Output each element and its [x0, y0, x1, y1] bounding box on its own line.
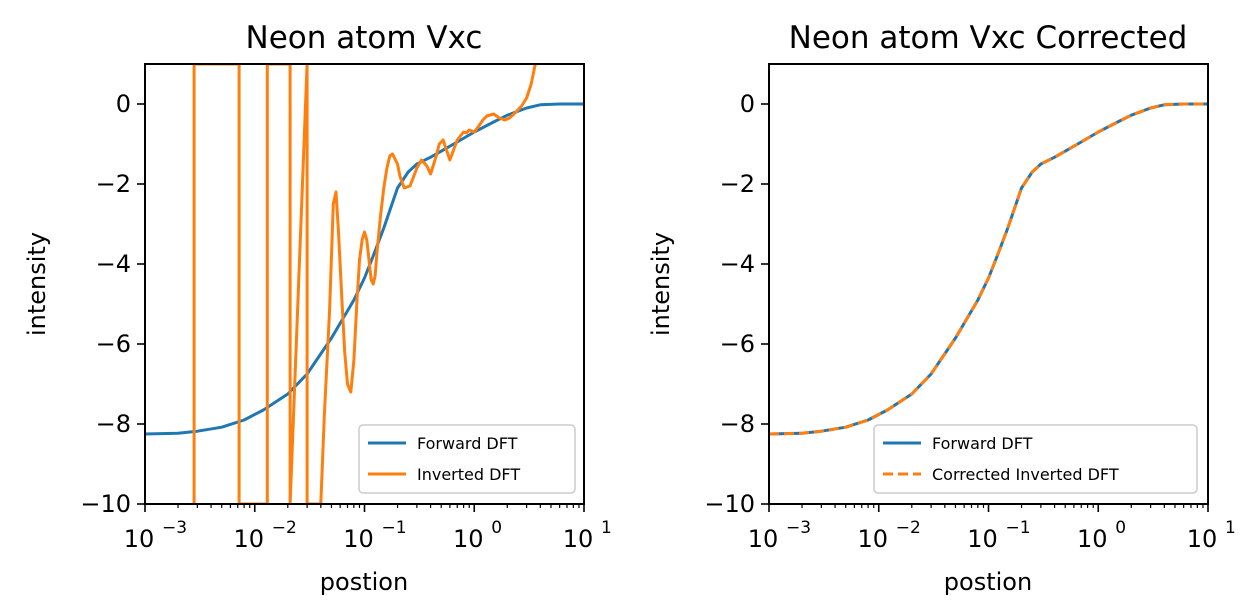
series-group	[145, 64, 584, 504]
legend-box	[358, 424, 576, 494]
x-tick-label: 10	[1077, 525, 1108, 553]
chart-panel-vxc-corrected: Neon atom Vxc Corrected postion intensit…	[647, 20, 1236, 596]
x-tick-exponent: 1	[1225, 518, 1236, 538]
legend: Forward DFT Inverted DFT	[358, 424, 576, 494]
y-tick-label: −4	[720, 250, 755, 278]
series-line-2	[769, 102, 1208, 436]
x-tick-label: 10	[748, 525, 779, 553]
x-tick-exponent: 0	[1115, 518, 1126, 538]
y-tick-label: −8	[720, 410, 755, 438]
chart-title: Neon atom Vxc	[246, 20, 483, 56]
x-axis-label: postion	[320, 568, 408, 596]
legend-label-1: Forward DFT	[417, 434, 518, 453]
y-tick-label: −2	[96, 170, 131, 198]
x-axis-label: postion	[944, 568, 1032, 596]
series-line-1	[145, 102, 584, 436]
y-axis-label: intensity	[647, 232, 675, 336]
series-group	[769, 102, 1208, 436]
x-tick-label: 10	[233, 525, 264, 553]
x-tick-label: 10	[563, 525, 594, 553]
legend-box	[873, 424, 1198, 494]
y-tick-label: −2	[720, 170, 755, 198]
chart-panel-vxc: Neon atom Vxc postion intensity 10 −3 10 −2…	[23, 20, 612, 596]
x-tick-exponent: −2	[896, 518, 921, 538]
legend-label-1: Forward DFT	[932, 434, 1033, 453]
y-tick-label: −8	[96, 410, 131, 438]
x-tick-exponent: 1	[601, 518, 612, 538]
y-tick-label: −6	[96, 330, 131, 358]
x-tick-exponent: −3	[786, 518, 811, 538]
y-tick-label: −4	[96, 250, 131, 278]
legend-label-2: Inverted DFT	[417, 465, 520, 484]
y-axis-label: intensity	[23, 232, 51, 336]
legend: Forward DFT Corrected Inverted DFT	[873, 424, 1198, 494]
series-line-2	[192, 64, 537, 504]
y-tick-label: 0	[116, 90, 131, 118]
x-tick-label: 10	[1187, 525, 1218, 553]
x-tick-label: 10	[124, 525, 155, 553]
y-tick-label: −6	[720, 330, 755, 358]
x-tick-exponent: −1	[1006, 518, 1031, 538]
x-tick-label: 10	[857, 525, 888, 553]
y-tick-label: −10	[704, 490, 755, 518]
legend-label-2: Corrected Inverted DFT	[932, 465, 1119, 484]
x-tick-exponent: 0	[491, 518, 502, 538]
y-tick-label: 0	[740, 90, 755, 118]
series-line-1	[769, 102, 1208, 436]
x-tick-label: 10	[967, 525, 998, 553]
chart-title: Neon atom Vxc Corrected	[789, 20, 1188, 56]
x-tick-label: 10	[343, 525, 374, 553]
y-tick-label: −10	[80, 490, 131, 518]
x-tick-exponent: −3	[162, 518, 187, 538]
x-tick-exponent: −1	[382, 518, 407, 538]
x-tick-label: 10	[453, 525, 484, 553]
x-tick-exponent: −2	[272, 518, 297, 538]
